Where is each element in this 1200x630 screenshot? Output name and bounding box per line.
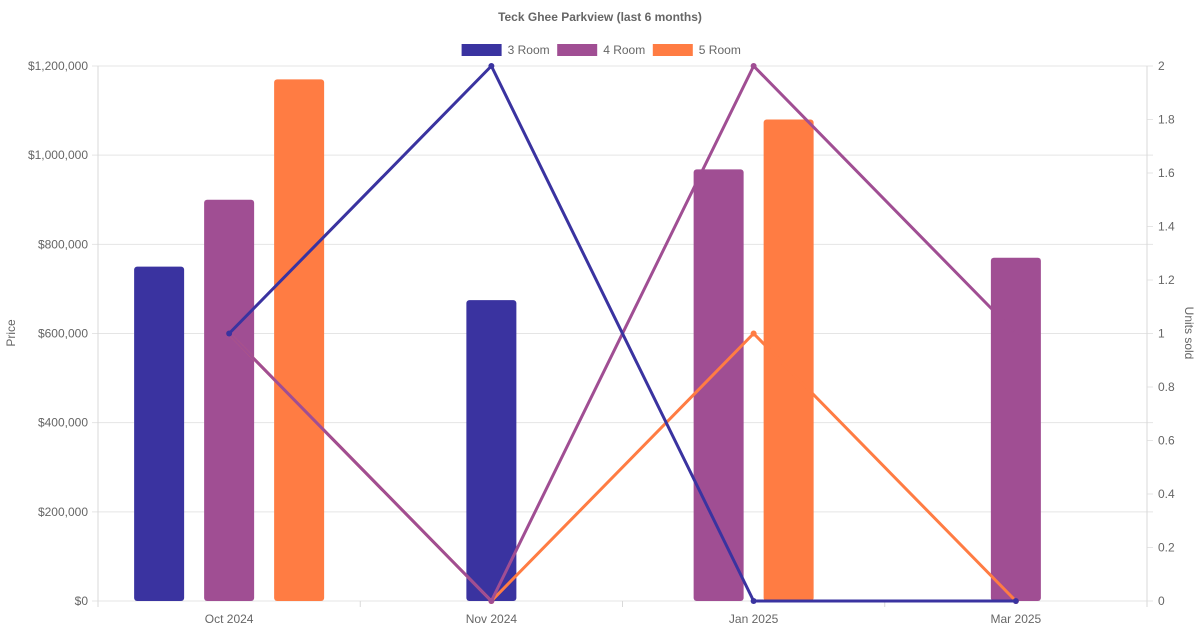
- ticks: $0 $200,000 $400,000 $600,000 $800,000 $1,000…: [28, 59, 1175, 626]
- y-axis-label: Price: [4, 319, 18, 347]
- x-tick-label: Nov 2024: [466, 612, 518, 626]
- price-bar: [466, 300, 517, 601]
- units-point: [1012, 330, 1019, 337]
- legend-swatch: [652, 44, 693, 56]
- y-tick-label: $1,200,000: [28, 59, 88, 73]
- legend-swatch: [461, 44, 502, 56]
- y-tick-label: $200,000: [38, 505, 88, 519]
- y2-tick-label: 1: [1158, 327, 1165, 341]
- y-tick-label: $400,000: [38, 416, 88, 430]
- y2-tick-label: 2: [1158, 59, 1165, 73]
- bars: [134, 79, 1041, 601]
- units-point: [226, 330, 233, 337]
- y2-tick-label: 0.8: [1158, 380, 1175, 394]
- legend: 3 Room 4 Room 5 Room: [461, 43, 741, 57]
- units-point: [1012, 598, 1019, 604]
- price-bar: [134, 266, 185, 601]
- y-tick-label: $600,000: [38, 327, 88, 341]
- y2-tick-label: 0.4: [1158, 487, 1175, 501]
- legend-label: 4 Room: [603, 43, 645, 57]
- units-point: [750, 598, 757, 604]
- y2-tick-label: 1.2: [1158, 273, 1175, 287]
- units-point: [750, 63, 757, 69]
- y-tick-label: $1,000,000: [28, 148, 88, 162]
- y2-tick-label: 0.6: [1158, 434, 1175, 448]
- legend-label: 5 Room: [699, 43, 741, 57]
- units-point: [488, 598, 495, 604]
- units-point: [488, 63, 495, 69]
- gridlines: [92, 65, 1153, 607]
- x-tick-label: Jan 2025: [729, 612, 779, 626]
- x-tick-label: Oct 2024: [205, 612, 254, 626]
- y2-tick-label: 1.6: [1158, 166, 1175, 180]
- price-bar: [274, 79, 325, 601]
- y-tick-label: $800,000: [38, 237, 88, 251]
- y-tick-label: $0: [75, 594, 89, 608]
- legend-label: 3 Room: [508, 43, 550, 57]
- price-bar: [204, 199, 255, 601]
- y2-tick-label: 0: [1158, 594, 1165, 608]
- units-point: [750, 330, 757, 337]
- price-bar: [763, 119, 814, 601]
- units-line: [228, 332, 1017, 603]
- y2-tick-label: 0.2: [1158, 541, 1175, 555]
- price-bar: [990, 257, 1041, 601]
- x-tick-label: Mar 2025: [991, 612, 1042, 626]
- y2-tick-label: 1.8: [1158, 113, 1175, 127]
- price-bar: [693, 169, 744, 601]
- y2-axis-label: Units sold: [1182, 307, 1196, 360]
- legend-swatch: [557, 44, 598, 56]
- unit-lines: [226, 63, 1019, 604]
- units-line: [228, 64, 1016, 603]
- chart-title: Teck Ghee Parkview (last 6 months): [498, 10, 702, 24]
- y2-tick-label: 1.4: [1158, 220, 1175, 234]
